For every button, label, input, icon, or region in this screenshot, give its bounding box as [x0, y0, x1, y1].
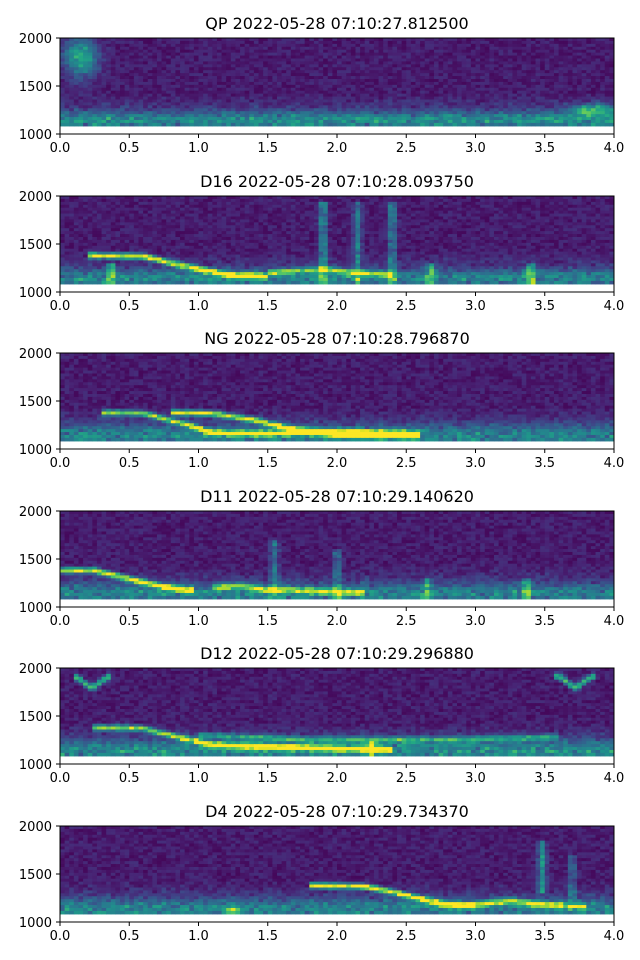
x-tick-label: 2.5	[396, 771, 417, 786]
x-tick-label: 3.0	[465, 141, 486, 156]
x-tick-label: 2.0	[327, 929, 348, 944]
x-tick-label: 4.0	[604, 299, 625, 314]
spectrogram-panel: D11 2022-05-28 07:10:29.140620 0.0 0.5 1.0 1…	[19, 487, 624, 629]
x-tick-label: 1.0	[188, 771, 209, 786]
x-tick-label: 3.5	[534, 771, 555, 786]
y-tick-label: 1500	[19, 80, 52, 95]
x-tick-label: 1.5	[257, 929, 278, 944]
x-tick-label: 0.5	[119, 299, 140, 314]
y-tick-label: 1500	[19, 868, 52, 883]
chart-title: QP 2022-05-28 07:10:27.812500	[205, 14, 468, 33]
x-tick-label: 1.0	[188, 929, 209, 944]
x-tick-label: 0.0	[50, 929, 71, 944]
x-tick-label: 2.0	[327, 456, 348, 471]
x-tick-label: 1.0	[188, 141, 209, 156]
chart-title: D11 2022-05-28 07:10:29.140620	[200, 487, 474, 506]
x-tick-label: 3.5	[534, 929, 555, 944]
x-tick-label: 3.5	[534, 614, 555, 629]
x-tick-label: 3.0	[465, 456, 486, 471]
y-tick-label: 1500	[19, 395, 52, 410]
x-tick-label: 0.0	[50, 771, 71, 786]
chart-title: NG 2022-05-28 07:10:28.796870	[204, 329, 470, 348]
x-tick-label: 0.5	[119, 929, 140, 944]
spectrogram-image	[60, 353, 614, 442]
x-tick-label: 1.5	[257, 614, 278, 629]
y-tick-label: 2000	[19, 505, 52, 520]
x-tick-label: 0.5	[119, 141, 140, 156]
y-tick-label: 2000	[19, 347, 52, 362]
x-tick-label: 2.0	[327, 771, 348, 786]
y-tick-label: 1000	[19, 443, 52, 458]
x-tick-label: 1.0	[188, 299, 209, 314]
x-tick-label: 4.0	[604, 771, 625, 786]
x-tick-label: 1.5	[257, 299, 278, 314]
x-tick-label: 2.5	[396, 299, 417, 314]
x-tick-label: 3.5	[534, 456, 555, 471]
x-tick-label: 2.5	[396, 456, 417, 471]
x-tick-label: 1.5	[257, 141, 278, 156]
y-tick-label: 1500	[19, 553, 52, 568]
y-tick-label: 1000	[19, 601, 52, 616]
y-tick-label: 2000	[19, 190, 52, 205]
chart-title: D4 2022-05-28 07:10:29.734370	[205, 802, 469, 821]
spectrogram-image	[60, 668, 614, 757]
chart-title: D12 2022-05-28 07:10:29.296880	[200, 644, 474, 663]
x-tick-label: 2.0	[327, 299, 348, 314]
x-tick-label: 0.5	[119, 456, 140, 471]
y-tick-label: 1000	[19, 758, 52, 773]
x-tick-label: 0.5	[119, 614, 140, 629]
x-tick-label: 4.0	[604, 141, 625, 156]
x-tick-label: 0.0	[50, 614, 71, 629]
x-tick-label: 2.0	[327, 614, 348, 629]
y-tick-label: 1500	[19, 710, 52, 725]
x-tick-label: 4.0	[604, 456, 625, 471]
spectrogram-panel: NG 2022-05-28 07:10:28.796870 0.0 0.5 1.0 1.…	[19, 329, 624, 471]
x-tick-label: 3.5	[534, 141, 555, 156]
spectrogram-panel: D16 2022-05-28 07:10:28.093750 0.0 0.5 1.0 1…	[19, 172, 624, 314]
x-tick-label: 0.0	[50, 456, 71, 471]
x-tick-label: 4.0	[604, 929, 625, 944]
x-tick-label: 4.0	[604, 614, 625, 629]
x-tick-label: 3.0	[465, 299, 486, 314]
y-tick-label: 2000	[19, 32, 52, 47]
x-tick-label: 2.5	[396, 141, 417, 156]
x-tick-label: 1.5	[257, 771, 278, 786]
chart-title: D16 2022-05-28 07:10:28.093750	[200, 172, 474, 191]
y-tick-label: 2000	[19, 820, 52, 835]
spectrogram-image	[60, 511, 614, 600]
x-tick-label: 0.0	[50, 141, 71, 156]
spectrogram-panel: QP 2022-05-28 07:10:27.812500 0.0 0.5 1.0 1.…	[19, 14, 624, 156]
spectrogram-image	[60, 196, 614, 285]
x-tick-label: 3.0	[465, 929, 486, 944]
x-tick-label: 3.0	[465, 614, 486, 629]
x-tick-label: 2.0	[327, 141, 348, 156]
x-tick-label: 0.0	[50, 299, 71, 314]
y-tick-label: 1000	[19, 916, 52, 931]
x-tick-label: 2.5	[396, 614, 417, 629]
y-tick-label: 1000	[19, 286, 52, 301]
x-tick-label: 1.0	[188, 456, 209, 471]
spectrogram-image	[60, 826, 614, 915]
x-tick-label: 3.5	[534, 299, 555, 314]
spectrogram-image	[60, 38, 614, 127]
x-tick-label: 0.5	[119, 771, 140, 786]
y-tick-label: 1500	[19, 238, 52, 253]
y-tick-label: 2000	[19, 662, 52, 677]
spectrogram-panel: D4 2022-05-28 07:10:29.734370 0.0 0.5 1.0 1.…	[19, 802, 624, 944]
x-tick-label: 3.0	[465, 771, 486, 786]
y-tick-label: 1000	[19, 128, 52, 143]
spectrogram-panel: D12 2022-05-28 07:10:29.296880 0.0 0.5 1.0 1…	[19, 644, 624, 786]
x-tick-label: 1.0	[188, 614, 209, 629]
x-tick-label: 1.5	[257, 456, 278, 471]
x-tick-label: 2.5	[396, 929, 417, 944]
